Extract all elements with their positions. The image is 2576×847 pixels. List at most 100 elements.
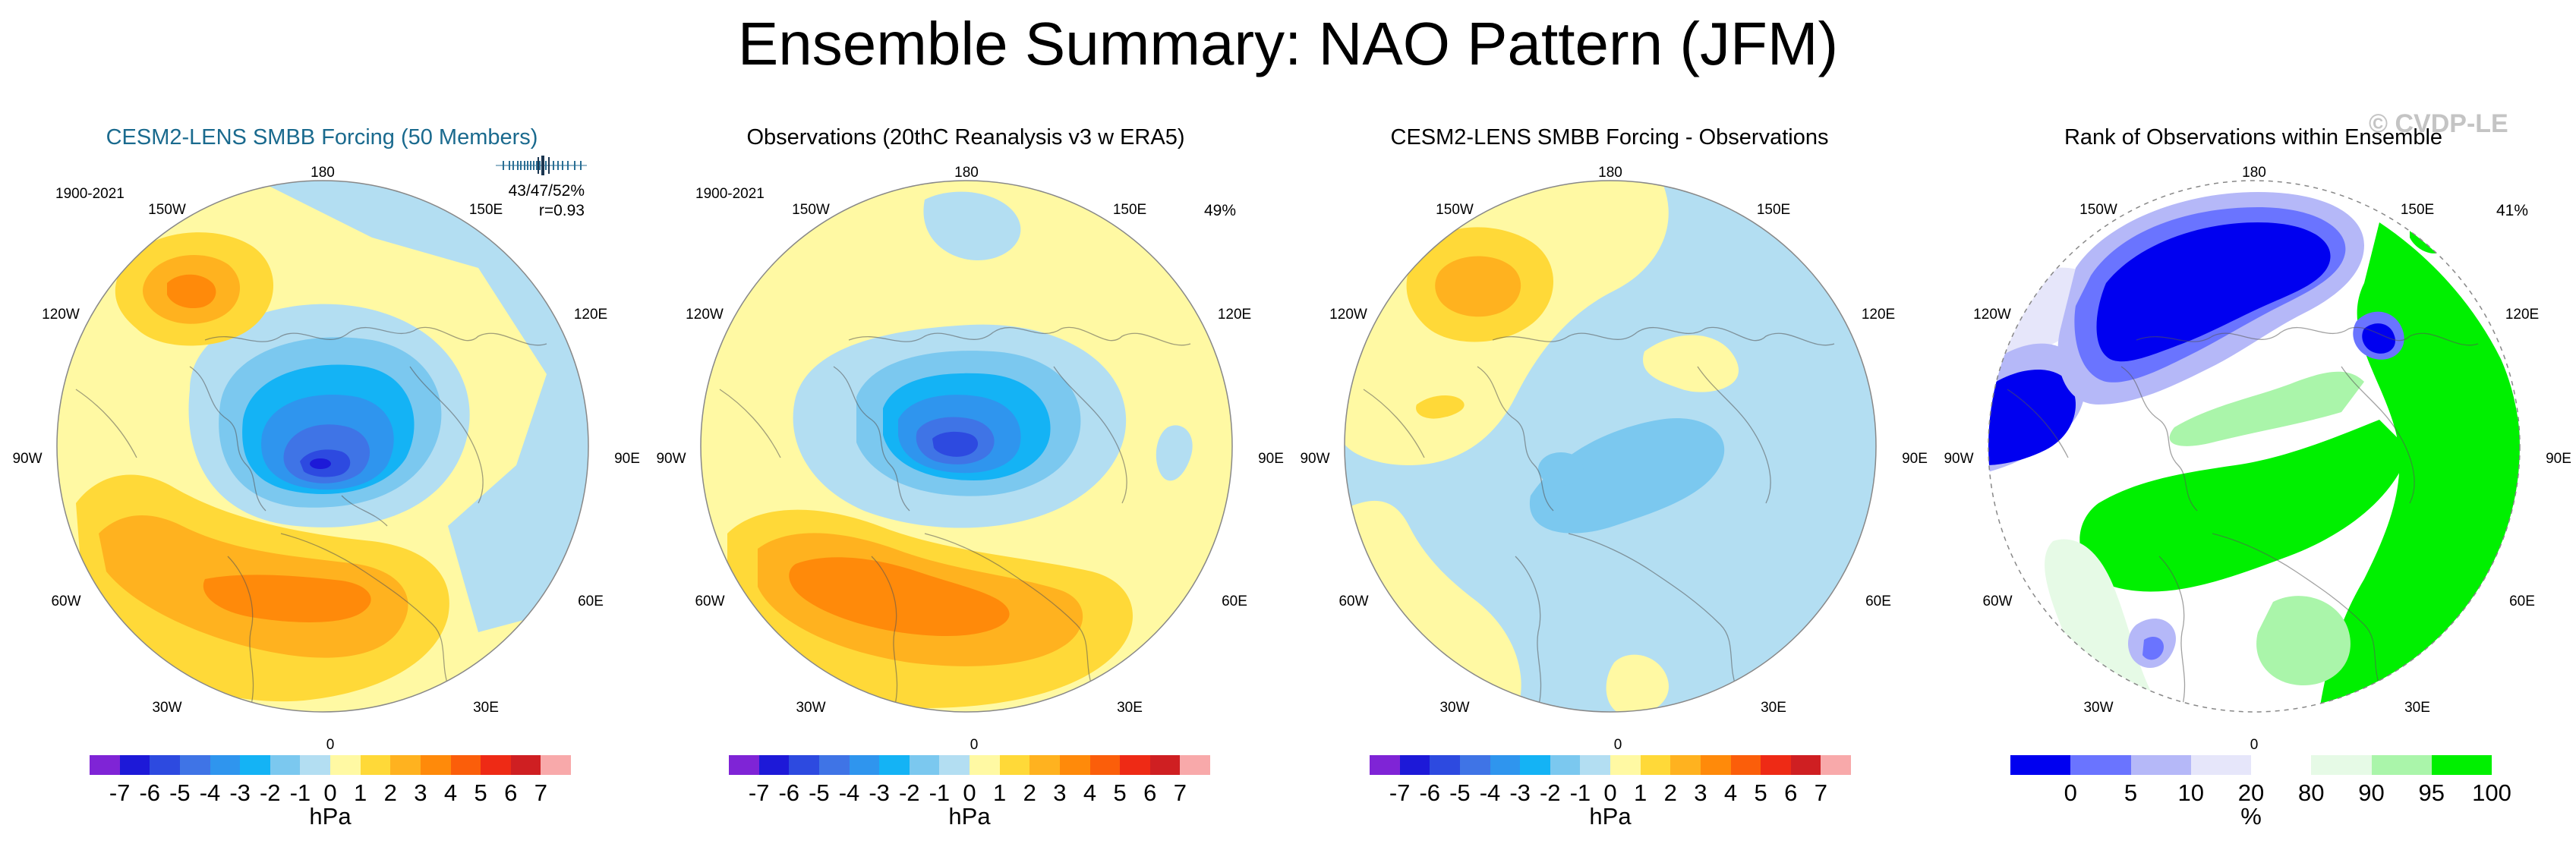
- ensemble-member-ticks: [496, 156, 587, 175]
- lon-label-90w: 90W: [656, 451, 686, 467]
- colorbar-tick-label: 80: [2298, 779, 2325, 806]
- colorbar: [1370, 755, 1851, 775]
- lon-label-60w: 60W: [1982, 594, 2013, 609]
- lon-label-120e: 120E: [573, 307, 608, 323]
- period-label: 1900-2021: [55, 186, 125, 202]
- colorbar-swatch: [179, 755, 210, 775]
- colorbar: [2010, 755, 2492, 775]
- lon-label-60w: 60W: [695, 594, 725, 609]
- lon-label-120e: 120E: [2505, 307, 2540, 323]
- colorbar-tick-label: -5: [1449, 779, 1471, 806]
- colorbar-tick-label: -6: [1419, 779, 1441, 806]
- colorbar-tick-label: 4: [1083, 779, 1097, 806]
- lon-label-120w: 120W: [42, 307, 80, 323]
- rank-percent-stat: 41%: [2496, 202, 2528, 219]
- colorbar-swatch: [510, 755, 541, 775]
- colorbar-swatch: [1520, 755, 1550, 775]
- colorbar-tick-label: -3: [1509, 779, 1531, 806]
- colorbar-swatch: [420, 755, 451, 775]
- colorbar-tick-label: 1: [993, 779, 1007, 806]
- colorbar-unit: %: [2240, 803, 2262, 830]
- colorbar-swatch: [970, 755, 1000, 775]
- colorbar-tick-label: 1: [1634, 779, 1647, 806]
- colorbar-swatch: [360, 755, 391, 775]
- lon-label-60w: 60W: [51, 594, 81, 609]
- lon-label-150e: 150E: [1112, 202, 1147, 218]
- colorbar-tick-label: 10: [2177, 779, 2204, 806]
- polar-map: [1988, 180, 2521, 713]
- panel-title: CESM2-LENS SMBB Forcing (50 Members): [106, 125, 538, 150]
- panel-rank: Rank of Observations within Ensemble 41%: [1931, 0, 2575, 847]
- period-label: 1900-2021: [695, 186, 765, 202]
- lon-label-150e: 150E: [468, 202, 503, 218]
- colorbar-swatch: [1120, 755, 1150, 775]
- lon-label-90e: 90E: [2546, 451, 2571, 467]
- colorbar-swatch: [1399, 755, 1430, 775]
- colorbar-swatch: [481, 755, 511, 775]
- colorbar-swatch: [849, 755, 880, 775]
- colorbar-tick-label: 7: [1814, 779, 1827, 806]
- colorbar-tick-label: -2: [898, 779, 920, 806]
- colorbar-swatch: [1089, 755, 1121, 775]
- colorbar-tick-label: 4: [443, 779, 458, 806]
- colorbar-tick-label: -3: [229, 779, 251, 806]
- colorbar-tick-label: 6: [504, 779, 518, 806]
- colorbar-tick-label: 0: [963, 779, 976, 806]
- colorbar-swatch: [1580, 755, 1610, 775]
- colorbar-swatch: [2311, 755, 2372, 775]
- colorbar-swatch: [758, 755, 790, 775]
- lon-label-30e: 30E: [1761, 700, 1786, 716]
- lon-label-120e: 120E: [1861, 307, 1896, 323]
- lon-label-120w: 120W: [1329, 307, 1367, 323]
- colorbar-swatch: [1700, 755, 1731, 775]
- panel-title: Observations (20thC Reanalysis v3 w ERA5…: [746, 125, 1185, 150]
- lon-label-90e: 90E: [1258, 451, 1284, 467]
- colorbar-swatch: [999, 755, 1030, 775]
- lon-label-0: 0: [2250, 737, 2259, 753]
- colorbar-swatch: [541, 755, 571, 775]
- colorbar-swatch: [789, 755, 819, 775]
- colorbar-tick-label: -7: [748, 779, 770, 806]
- correlation-stat: r=0.93: [538, 202, 585, 219]
- colorbar-swatch: [2010, 755, 2071, 775]
- colorbar-tick-label: 0: [323, 779, 337, 806]
- colorbar-swatch: [2371, 755, 2432, 775]
- colorbar-swatch: [2070, 755, 2131, 775]
- colorbar-tick-label: -7: [1389, 779, 1411, 806]
- lon-label-30w: 30W: [796, 700, 826, 716]
- colorbar-tick-label: 5: [1754, 779, 1767, 806]
- lon-label-30w: 30W: [1439, 700, 1470, 716]
- colorbar-tick-label: 5: [2124, 779, 2138, 806]
- colorbar-swatch: [1430, 755, 1460, 775]
- colorbar-tick-label: -1: [929, 779, 951, 806]
- colorbar-tick-label: -6: [139, 779, 161, 806]
- panel-difference: CESM2-LENS SMBB Forcing - Observations: [1288, 0, 1931, 847]
- lon-label-30w: 30W: [2083, 700, 2114, 716]
- colorbar-tick-label: -4: [1479, 779, 1501, 806]
- colorbar-swatch: [2431, 755, 2492, 775]
- colorbar-swatch: [729, 755, 759, 775]
- lon-label-150w: 150W: [1436, 202, 1474, 218]
- lon-label-60w: 60W: [1338, 594, 1369, 609]
- colorbar-tick-label: 20: [2237, 779, 2265, 806]
- colorbar-swatch: [1610, 755, 1641, 775]
- colorbar-tick-label: -1: [1569, 779, 1591, 806]
- colorbar-swatch: [939, 755, 970, 775]
- colorbar-tick-label: 6: [1143, 779, 1157, 806]
- colorbar-swatch: [1790, 755, 1821, 775]
- lon-label-0: 0: [1613, 737, 1622, 753]
- colorbar-swatch: [818, 755, 850, 775]
- colorbar-swatch: [240, 755, 270, 775]
- lon-label-30e: 30E: [1117, 700, 1143, 716]
- colorbar-tick-label: -1: [289, 779, 311, 806]
- lon-label-90w: 90W: [1300, 451, 1330, 467]
- main-title: Ensemble Summary: NAO Pattern (JFM): [737, 10, 1839, 77]
- colorbar-tick-label: 3: [1694, 779, 1707, 806]
- colorbar-tick-label: 3: [414, 779, 427, 806]
- colorbar-swatch: [330, 755, 361, 775]
- colorbar-unit: hPa: [1589, 803, 1632, 830]
- colorbar-swatch: [150, 755, 180, 775]
- lon-label-0: 0: [326, 737, 335, 753]
- colorbar-tick-label: 0: [2064, 779, 2077, 806]
- colorbar-tick-label: 100: [2472, 779, 2511, 806]
